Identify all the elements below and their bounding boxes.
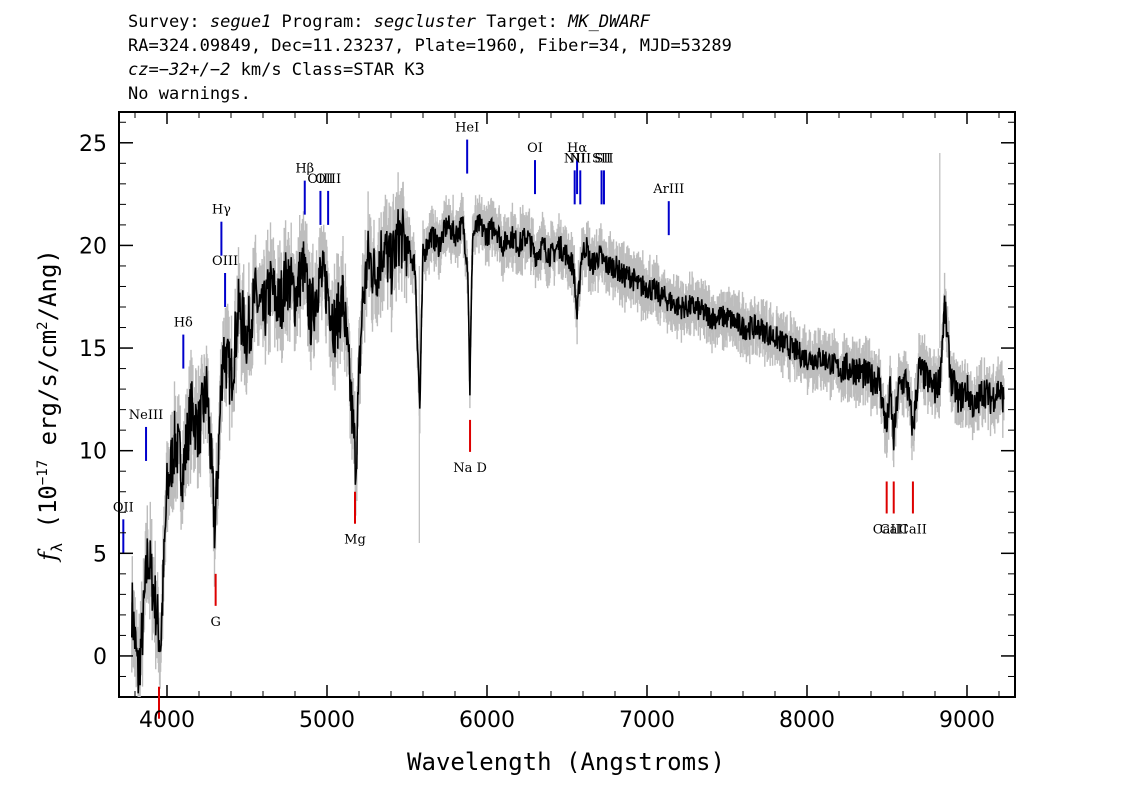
y-tick-label: 15 xyxy=(79,337,107,362)
x-tick-label: 5000 xyxy=(299,708,355,733)
error-band xyxy=(131,153,1005,697)
x-axis-label: Wavelength (Angstroms) xyxy=(407,748,725,776)
x-tick-label: 9000 xyxy=(939,708,995,733)
y-axis-exponent2: 2 xyxy=(35,321,51,329)
y-tick-label: 10 xyxy=(79,440,107,465)
y-axis-text2: erg/s/cm xyxy=(34,330,62,460)
program-value: segcluster xyxy=(373,12,477,32)
header-line-target: Survey: segue1 Program: segcluster Targe… xyxy=(128,10,732,34)
target-value: MK_DWARF xyxy=(568,12,651,32)
emission-line-label: OIII xyxy=(315,172,341,187)
absorption-line-label: CaII xyxy=(880,522,908,537)
header-line-redshift: cz=−32+/−2 km/s Class=STAR K3 xyxy=(128,58,732,82)
y-axis-label: fλ (10−17 erg/s/cm2/Ang) xyxy=(34,249,66,563)
emission-line-label: Hα xyxy=(567,141,587,156)
absorption-line-label: Mg xyxy=(344,533,366,548)
header-line-warnings: No warnings. xyxy=(128,84,251,104)
emission-line-label: SII xyxy=(592,151,611,166)
plot-border xyxy=(118,111,1016,698)
emission-line-label: Hβ xyxy=(295,162,314,177)
emission-line-label: Hγ xyxy=(212,203,231,218)
emission-line-label: SII xyxy=(594,151,613,166)
absorption-line-label: G xyxy=(210,615,220,630)
emission-line-label: NII xyxy=(564,151,586,166)
x-tick-label: 6000 xyxy=(459,708,515,733)
header-line-coordinates: RA=324.09849, Dec=11.23237, Plate=1960, … xyxy=(128,36,732,56)
spectrum-series xyxy=(131,208,1005,694)
emission-line-label: OIII xyxy=(212,254,238,269)
x-tick-label: 4000 xyxy=(139,708,195,733)
y-tick-label: 25 xyxy=(79,132,107,157)
y-axis-text: (10 xyxy=(34,485,62,543)
emission-line-label: OI xyxy=(527,141,543,156)
y-axis-subscript: λ xyxy=(48,543,66,552)
emission-line-label: Hδ xyxy=(174,316,193,331)
x-tick-label: 7000 xyxy=(619,708,675,733)
y-axis-text3: /Ang) xyxy=(34,249,62,321)
plot-frame xyxy=(118,111,1016,698)
absorption-line-label: CaII xyxy=(873,522,901,537)
spectrum-line xyxy=(131,208,1005,694)
program-label: Program: xyxy=(271,12,374,32)
absorption-line-label: Na D xyxy=(453,461,487,476)
survey-label: Survey: xyxy=(128,12,210,32)
axis-ticks: 4000 5000 6000 7000 8000 9000 0 5 10 15 20 25 xyxy=(79,112,1015,733)
x-tick-label: 8000 xyxy=(779,708,835,733)
error-band-path xyxy=(131,172,1005,697)
class-text: km/s Class=STAR K3 xyxy=(230,60,425,80)
y-tick-label: 5 xyxy=(93,542,107,567)
emission-line-label: OIII xyxy=(307,172,333,187)
cz-value: =−32+/−2 xyxy=(148,60,231,80)
y-tick-label: 20 xyxy=(79,234,107,259)
emission-line-label: OII xyxy=(113,500,134,515)
emission-line-label: NeIII xyxy=(129,408,163,423)
cz-label: cz xyxy=(128,60,149,80)
y-tick-label: 0 xyxy=(93,645,107,670)
emission-line-label: NII xyxy=(569,151,591,166)
target-label: Target: xyxy=(476,12,569,32)
emission-line-label: HeI xyxy=(455,121,479,136)
y-axis-exponent: −17 xyxy=(35,460,51,485)
spectrum-header: Survey: segue1 Program: segcluster Targe… xyxy=(128,10,732,106)
survey-value: segue1 xyxy=(209,12,272,32)
emission-line-label: ArIII xyxy=(652,182,684,197)
absorption-line-label: CaII xyxy=(899,522,927,537)
